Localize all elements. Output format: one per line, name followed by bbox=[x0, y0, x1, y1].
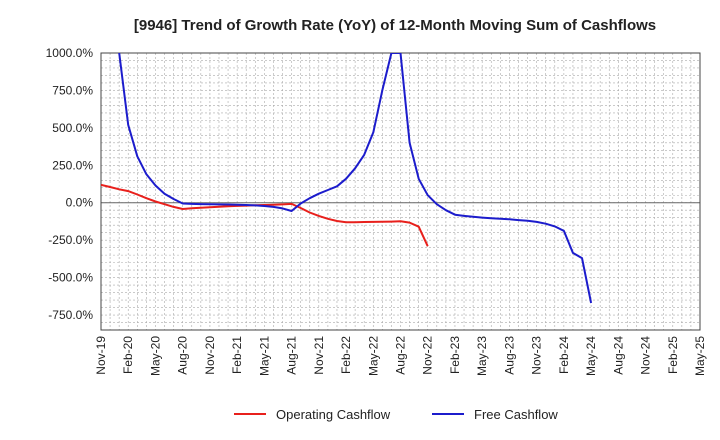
x-tick-label: Nov-24 bbox=[639, 336, 653, 375]
x-tick-label: Nov-23 bbox=[530, 336, 544, 375]
grid-layer bbox=[100, 52, 701, 331]
series-layer bbox=[101, 53, 593, 304]
axis-layer: 1000.0% 750.0% 500.0% 250.0% 0.0% -250.0% -500… bbox=[46, 46, 707, 376]
x-tick-label: Feb-21 bbox=[230, 336, 244, 374]
x-tick-label: May-20 bbox=[148, 336, 162, 376]
x-tick-label: Nov-22 bbox=[421, 336, 435, 375]
series-line-free-cashflow bbox=[118, 53, 593, 304]
y-tick-label: 500.0% bbox=[52, 121, 93, 135]
y-tick-label: -750.0% bbox=[48, 308, 93, 322]
x-tick-label: Nov-21 bbox=[312, 336, 326, 375]
x-tick-label: May-22 bbox=[366, 336, 380, 376]
x-tick-label: Nov-20 bbox=[203, 336, 217, 375]
x-tick-label: Aug-21 bbox=[285, 336, 299, 375]
y-tick-label: 1000.0% bbox=[46, 46, 94, 60]
y-tick-label: -500.0% bbox=[48, 271, 93, 285]
x-tick-label: May-24 bbox=[584, 336, 598, 376]
x-tick-label: Aug-20 bbox=[176, 336, 190, 375]
x-tick-label: Feb-25 bbox=[666, 336, 680, 374]
legend-label-free-cashflow: Free Cashflow bbox=[474, 407, 558, 422]
y-tick-label: -250.0% bbox=[48, 233, 93, 247]
x-tick-label: Feb-23 bbox=[448, 336, 462, 374]
x-tick-label: Aug-24 bbox=[611, 336, 625, 375]
y-tick-label: 0.0% bbox=[66, 196, 94, 210]
x-tick-label: May-25 bbox=[693, 336, 707, 376]
x-tick-label: May-21 bbox=[257, 336, 271, 376]
chart-title: [9946] Trend of Growth Rate (YoY) of 12-… bbox=[134, 17, 656, 34]
x-tick-label: Aug-22 bbox=[394, 336, 408, 375]
legend-label-operating-cashflow: Operating Cashflow bbox=[276, 407, 391, 422]
y-tick-label: 250.0% bbox=[52, 158, 93, 172]
x-tick-label: Feb-24 bbox=[557, 336, 571, 374]
x-tick-label: Nov-19 bbox=[94, 336, 108, 375]
x-tick-label: Feb-20 bbox=[121, 336, 135, 374]
legend: Operating Cashflow Free Cashflow bbox=[234, 407, 558, 422]
x-tick-label: Feb-22 bbox=[339, 336, 353, 374]
x-tick-label: Aug-23 bbox=[502, 336, 516, 375]
y-tick-label: 750.0% bbox=[52, 83, 93, 97]
x-tick-label: May-23 bbox=[475, 336, 489, 376]
